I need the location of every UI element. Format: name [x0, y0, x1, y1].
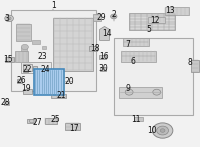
Bar	[32, 40, 40, 44]
Text: 9: 9	[126, 84, 131, 93]
Bar	[99, 55, 106, 59]
Bar	[23, 89, 32, 94]
Text: 20: 20	[64, 77, 74, 86]
Bar	[114, 38, 193, 115]
Text: 28: 28	[0, 98, 10, 107]
Text: 12: 12	[150, 16, 159, 25]
Text: 1: 1	[51, 1, 56, 10]
Text: 30: 30	[99, 64, 108, 73]
Polygon shape	[100, 26, 109, 40]
Bar	[148, 17, 165, 23]
Bar	[51, 94, 66, 98]
Bar	[33, 66, 37, 70]
Bar	[89, 46, 97, 51]
Text: 16: 16	[99, 52, 108, 61]
Text: 22: 22	[22, 65, 32, 74]
Bar	[21, 62, 51, 73]
Text: 29: 29	[97, 13, 106, 22]
Text: 7: 7	[126, 40, 131, 49]
Bar	[100, 67, 106, 71]
Circle shape	[125, 89, 133, 95]
Text: 18: 18	[90, 44, 99, 53]
Circle shape	[111, 14, 117, 19]
Text: 23: 23	[38, 52, 47, 61]
Circle shape	[157, 126, 169, 135]
Bar	[53, 18, 93, 71]
Text: 19: 19	[21, 84, 31, 93]
Bar	[16, 24, 31, 41]
Text: 3: 3	[5, 14, 10, 23]
Bar	[45, 118, 57, 124]
Text: 24: 24	[41, 65, 50, 74]
Text: 17: 17	[69, 124, 79, 133]
Bar	[23, 69, 28, 72]
Bar	[11, 10, 96, 91]
Text: 2: 2	[111, 10, 116, 19]
Bar	[21, 47, 27, 51]
Text: 21: 21	[57, 91, 66, 100]
Bar	[134, 117, 143, 121]
Bar	[17, 79, 22, 83]
Bar	[5, 57, 14, 62]
Bar	[42, 46, 46, 49]
Circle shape	[112, 15, 115, 17]
Bar	[65, 123, 80, 130]
Text: 8: 8	[188, 58, 193, 67]
Circle shape	[152, 123, 173, 138]
Circle shape	[29, 119, 34, 123]
Bar	[129, 13, 175, 30]
Circle shape	[160, 129, 165, 132]
Text: 13: 13	[166, 6, 175, 15]
Bar	[191, 60, 199, 72]
Bar	[121, 51, 156, 62]
Text: 25: 25	[51, 115, 60, 124]
Circle shape	[5, 15, 13, 22]
Bar	[23, 64, 32, 71]
Circle shape	[7, 17, 11, 20]
Bar	[4, 101, 9, 105]
Bar	[27, 119, 35, 123]
Bar	[119, 87, 162, 98]
Bar	[15, 51, 28, 62]
Bar	[123, 38, 149, 46]
Text: 11: 11	[131, 115, 141, 124]
Text: 10: 10	[147, 126, 157, 135]
Circle shape	[21, 44, 28, 50]
Text: 6: 6	[131, 57, 136, 66]
Bar	[93, 14, 101, 21]
Text: 5: 5	[146, 25, 151, 34]
Bar	[34, 69, 64, 95]
Text: 14: 14	[103, 29, 112, 38]
Circle shape	[153, 89, 161, 95]
Bar	[165, 7, 189, 15]
Text: 27: 27	[33, 118, 42, 127]
Text: 15: 15	[3, 55, 13, 64]
Text: 26: 26	[16, 76, 26, 85]
